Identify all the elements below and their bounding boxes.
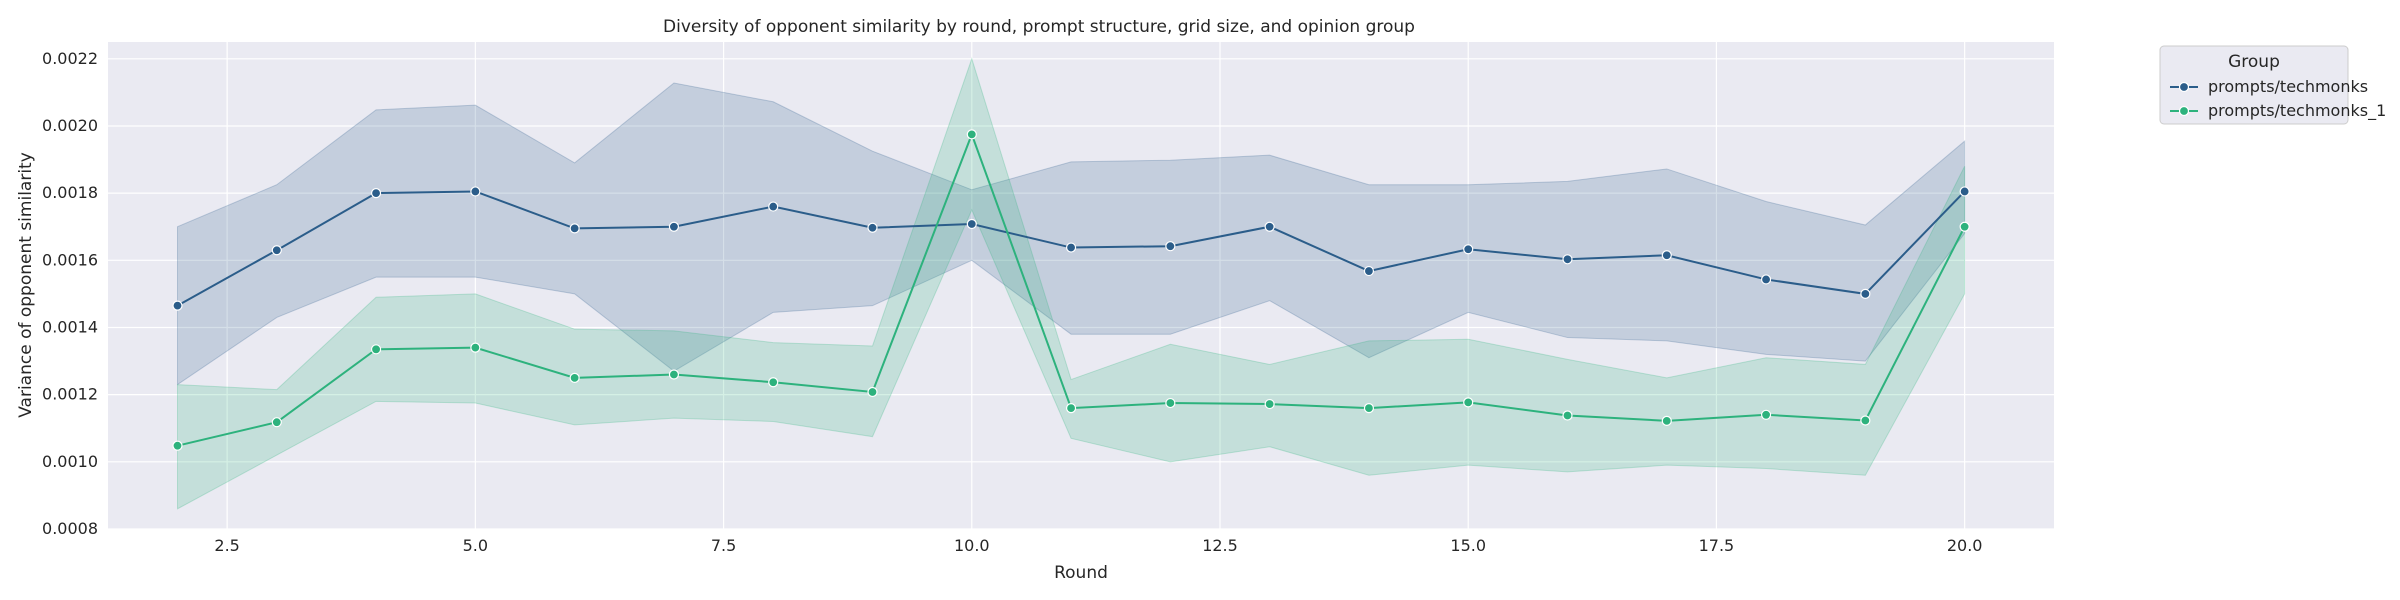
data-point	[966, 129, 977, 140]
data-point	[966, 218, 977, 230]
data-point	[172, 300, 183, 311]
data-point	[470, 342, 481, 353]
data-point	[1363, 402, 1375, 414]
x-axis-label: Round	[1054, 563, 1108, 583]
data-point	[1959, 186, 1970, 197]
legend-title: Group	[2228, 52, 2280, 72]
data-point	[370, 344, 382, 355]
data-point	[1562, 410, 1573, 421]
data-point	[1065, 242, 1077, 253]
x-tick-label: 12.5	[1202, 536, 1238, 555]
data-point	[1165, 397, 1176, 409]
data-point	[271, 417, 282, 428]
data-point	[1264, 221, 1275, 232]
data-point	[668, 221, 680, 232]
data-point	[1165, 241, 1176, 252]
x-tick-label: 17.5	[1699, 536, 1735, 555]
data-point	[1065, 402, 1077, 414]
x-tick-label: 5.0	[463, 536, 488, 555]
y-tick-label: 0.0016	[42, 250, 98, 269]
data-point	[867, 386, 878, 398]
data-point	[172, 440, 183, 451]
data-point	[470, 186, 481, 197]
data-point	[1264, 398, 1275, 410]
x-tick-label: 2.5	[214, 536, 239, 555]
data-point	[271, 245, 282, 256]
data-point	[1562, 254, 1573, 265]
y-tick-label: 0.0022	[42, 49, 98, 68]
plot-area	[108, 42, 2054, 529]
y-tick-label: 0.0010	[42, 452, 98, 471]
x-tick-labels: 2.5 5.0 7.5 10.0 12.5 15.0 17.5 20.0	[214, 536, 1982, 555]
legend-label-1: prompts/techmonks_1	[2208, 101, 2386, 121]
x-tick-label: 20.0	[1947, 536, 1983, 555]
data-point	[1760, 409, 1772, 420]
data-point	[668, 369, 680, 380]
x-tick-label: 15.0	[1450, 536, 1486, 555]
y-tick-label: 0.0014	[42, 317, 98, 336]
data-point	[867, 222, 878, 233]
legend-box	[2159, 45, 2349, 125]
data-point	[1959, 221, 1970, 232]
data-point	[1860, 415, 1871, 426]
confidence-bands	[177, 57, 1966, 510]
grid	[108, 42, 2054, 530]
y-tick-label: 0.0008	[42, 519, 98, 538]
y-tick-label: 0.0020	[42, 116, 98, 135]
y-tick-label: 0.0018	[42, 183, 98, 202]
chart-title: Diversity of opponent similarity by roun…	[663, 17, 1415, 37]
y-tick-label: 0.0012	[42, 385, 98, 404]
data-point	[1661, 250, 1672, 261]
data-point	[768, 377, 779, 388]
series-points	[172, 129, 1970, 451]
data-point	[1760, 274, 1772, 285]
x-tick-label: 10.0	[954, 536, 990, 555]
data-point	[569, 223, 580, 234]
data-point	[370, 188, 382, 199]
data-point	[768, 201, 779, 212]
data-point	[1860, 288, 1871, 299]
y-axis-label: Variance of opponent similarity	[16, 152, 36, 418]
data-point	[569, 372, 580, 383]
data-point	[1661, 415, 1672, 426]
legend-marker-1	[2178, 105, 2190, 117]
legend-label-0: prompts/techmonks	[2208, 77, 2368, 96]
data-point	[1463, 244, 1474, 255]
y-tick-labels: 0.0008 0.0010 0.0012 0.0014 0.0016 0.0018 0.00…	[42, 49, 98, 538]
data-point	[1363, 265, 1375, 277]
confidence-band-series-0	[177, 82, 1966, 386]
legend: Group prompts/techmonks prompts/techmonks…	[2159, 45, 2386, 125]
confidence-band-series-1	[177, 57, 1966, 510]
x-tick-label: 7.5	[711, 536, 736, 555]
data-point	[1463, 397, 1474, 408]
legend-marker-0	[2178, 81, 2190, 93]
